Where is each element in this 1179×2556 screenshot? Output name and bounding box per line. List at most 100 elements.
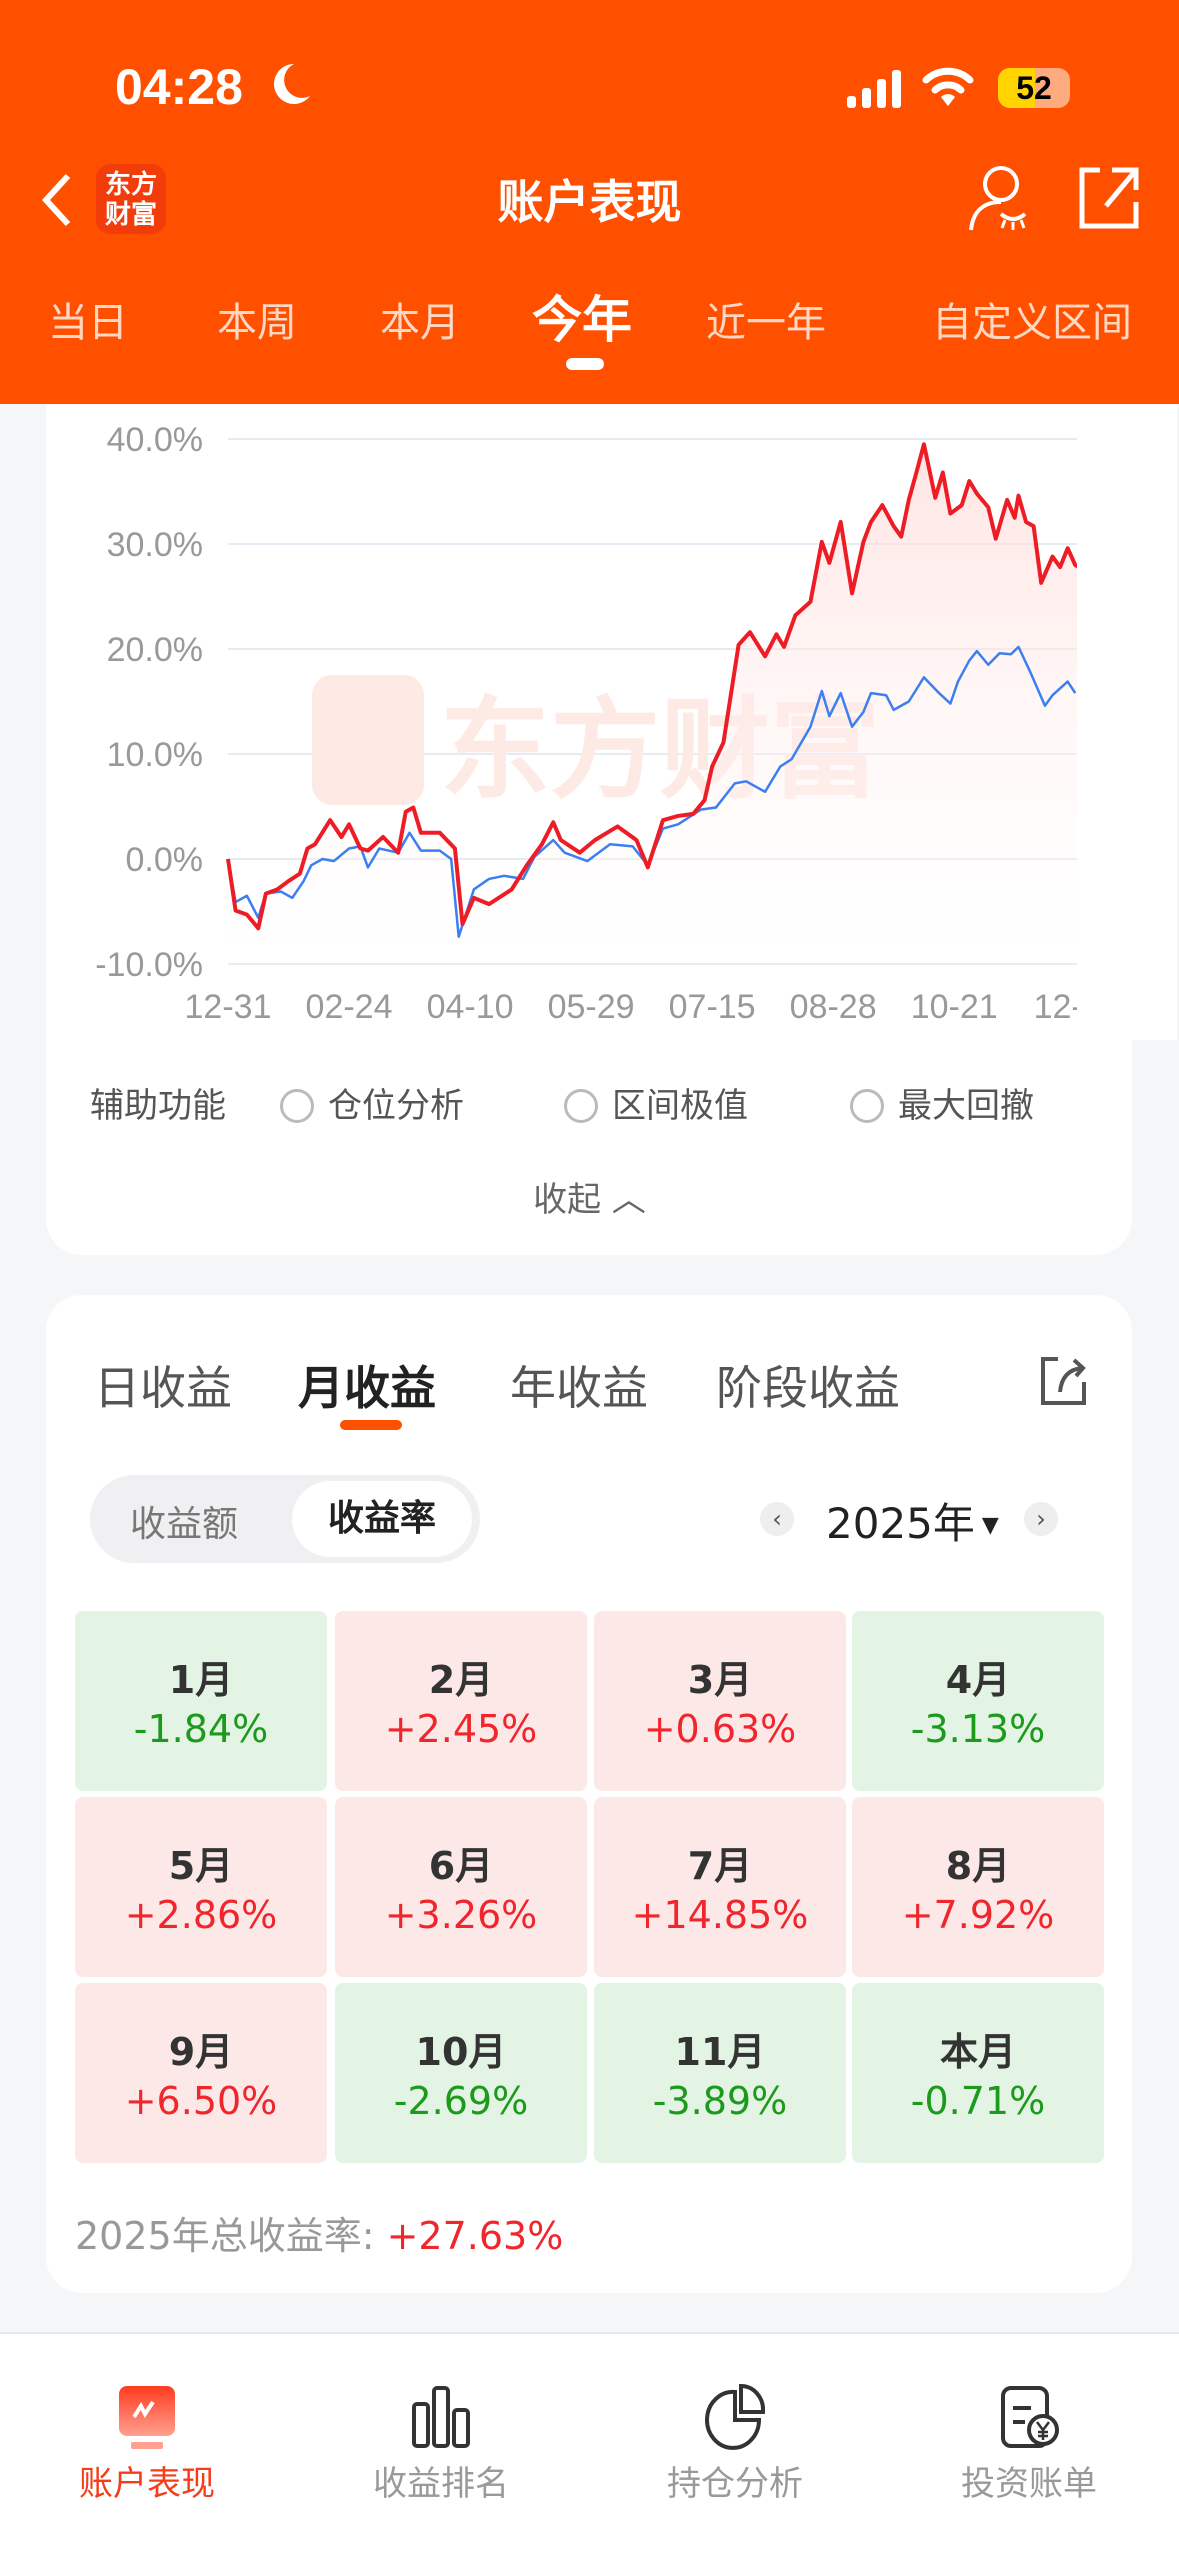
wifi-icon: [922, 67, 974, 106]
collapse-button[interactable]: 收起 ︿: [533, 1180, 646, 1220]
x-tick-label: 08-28: [790, 988, 877, 1026]
tab-this-year[interactable]: 今年: [532, 291, 632, 349]
performance-chart[interactable]: 40.0% 30.0% 20.0% 10.0% 0.0% -10.0% 12-31 02-24…: [0, 400, 1179, 1040]
month-cell[interactable]: 9月 +6.50%: [75, 1983, 327, 2163]
status-time: 04:28: [115, 59, 243, 115]
active-tab-indicator: [566, 358, 604, 370]
month-cell[interactable]: 10月 -2.69%: [335, 1983, 587, 2163]
tab-yearly-returns[interactable]: 年收益: [510, 1361, 648, 1415]
month-cell[interactable]: 11月 -3.89%: [594, 1983, 846, 2163]
radio-icon[interactable]: [850, 1089, 884, 1123]
aux-position-analysis[interactable]: 仓位分析: [280, 1078, 464, 1127]
month-return: -2.69%: [393, 2079, 529, 2123]
month-cell[interactable]: 4月 -3.13%: [852, 1611, 1104, 1791]
benchmark-line: [226, 645, 1077, 938]
month-cell[interactable]: 8月 +7.92%: [852, 1797, 1104, 1977]
watermark-logo: [312, 675, 424, 805]
month-label: 9月: [168, 2030, 234, 2074]
y-tick-label: -10.0%: [95, 946, 203, 984]
app-logo: 东方 财富: [96, 164, 166, 234]
month-cell[interactable]: 1月 -1.84%: [75, 1611, 327, 1791]
year-selector[interactable]: 2025年 ▼: [826, 1499, 999, 1548]
back-icon[interactable]: [38, 170, 78, 230]
tab-period-returns[interactable]: 阶段收益: [716, 1361, 900, 1415]
month-label: 8月: [945, 1844, 1011, 1888]
radio-icon[interactable]: [564, 1089, 598, 1123]
active-tab-indicator: [340, 1420, 402, 1430]
month-return: +14.85%: [631, 1893, 809, 1937]
total-return: 2025年总收益率: +27.63%: [75, 2214, 564, 2258]
bar-chart-icon: [412, 2386, 470, 2448]
period-tabs: 当日 本周 本月 今年 近一年 自定义区间: [0, 290, 1179, 360]
month-label: 6月: [428, 1844, 494, 1888]
bottom-nav: 账户表现 收益排名 持仓分析 投资账单: [0, 2332, 1179, 2556]
month-label: 7月: [687, 1844, 753, 1888]
y-tick-label: 30.0%: [107, 526, 203, 564]
nav-account-performance[interactable]: 账户表现: [0, 2334, 294, 2534]
month-return: +0.63%: [643, 1707, 797, 1751]
month-return: -1.84%: [133, 1707, 269, 1751]
bill-yuan-icon: [1001, 2386, 1059, 2448]
month-cell[interactable]: 本月 -0.71%: [852, 1983, 1104, 2163]
month-label: 2月: [428, 1658, 494, 1702]
nav-investment-bill[interactable]: 投资账单: [882, 2334, 1176, 2534]
month-label: 3月: [687, 1658, 753, 1702]
month-return: -0.71%: [910, 2079, 1046, 2123]
header: 04:28 52 东方 财富 账户表现 当日 本周 本月 今年 近一年 自定义区间: [0, 0, 1179, 404]
y-tick-label: 10.0%: [107, 736, 203, 774]
month-return: +3.26%: [384, 1893, 538, 1937]
radio-icon[interactable]: [280, 1089, 314, 1123]
x-tick-label: 04-10: [427, 988, 514, 1026]
toggle-amount[interactable]: 收益额: [130, 1504, 239, 1545]
tab-monthly-returns[interactable]: 月收益: [298, 1361, 436, 1415]
month-cell[interactable]: 6月 +3.26%: [335, 1797, 587, 1977]
share-icon[interactable]: [1040, 1356, 1088, 1406]
month-return: -3.13%: [910, 1707, 1046, 1751]
prev-year-button[interactable]: ‹: [760, 1502, 794, 1536]
month-return: +2.86%: [124, 1893, 278, 1937]
month-cell[interactable]: 3月 +0.63%: [594, 1611, 846, 1791]
aux-max-drawdown[interactable]: 最大回撤: [850, 1078, 1034, 1127]
x-tick-label: 05-29: [548, 988, 635, 1026]
page-title: 账户表现: [497, 175, 682, 229]
x-tick-label: 10-21: [911, 988, 998, 1026]
tab-today[interactable]: 当日: [48, 300, 128, 346]
month-cell[interactable]: 5月 +2.86%: [75, 1797, 327, 1977]
y-tick-label: 40.0%: [107, 421, 203, 459]
x-tick-label: 02-24: [306, 988, 393, 1026]
account-line: [226, 442, 1080, 931]
month-label: 本月: [939, 2030, 1016, 2074]
month-label: 1月: [168, 1658, 234, 1702]
x-tick-label: 07-15: [669, 988, 756, 1026]
next-year-button[interactable]: ›: [1024, 1502, 1058, 1536]
y-tick-label: 0.0%: [126, 841, 204, 879]
month-label: 5月: [168, 1844, 234, 1888]
signal-icon: [847, 70, 901, 108]
month-cell[interactable]: 7月 +14.85%: [594, 1797, 846, 1977]
y-tick-label: 20.0%: [107, 631, 203, 669]
tab-custom-range[interactable]: 自定义区间: [932, 300, 1132, 346]
privacy-eye-user-icon[interactable]: [965, 162, 1035, 232]
caret-down-icon: ▼: [974, 1513, 999, 1538]
line-chart-icon: [119, 2386, 175, 2449]
chevron-up-icon: ︿: [611, 1180, 646, 1220]
month-label: 11月: [674, 2030, 766, 2074]
aux-label: 辅助功能: [90, 1086, 226, 1126]
month-return: +7.92%: [901, 1893, 1055, 1937]
month-return: +2.45%: [384, 1707, 538, 1751]
month-return: +6.50%: [124, 2079, 278, 2123]
aux-range-extremes[interactable]: 区间极值: [564, 1078, 748, 1127]
nav-holdings-analysis[interactable]: 持仓分析: [588, 2334, 882, 2534]
pie-chart-icon: [705, 2384, 765, 2450]
month-cell[interactable]: 2月 +2.45%: [335, 1611, 587, 1791]
share-icon[interactable]: [1078, 166, 1140, 230]
battery-indicator: 52: [998, 68, 1070, 108]
tab-daily-returns[interactable]: 日收益: [94, 1361, 232, 1415]
nav-returns-ranking[interactable]: 收益排名: [294, 2334, 588, 2534]
tab-week[interactable]: 本周: [217, 300, 297, 346]
tab-last-year[interactable]: 近一年: [706, 300, 826, 346]
month-label: 4月: [945, 1658, 1011, 1702]
tab-month[interactable]: 本月: [380, 300, 460, 346]
month-return: -3.89%: [652, 2079, 788, 2123]
toggle-rate[interactable]: 收益率: [292, 1481, 472, 1557]
